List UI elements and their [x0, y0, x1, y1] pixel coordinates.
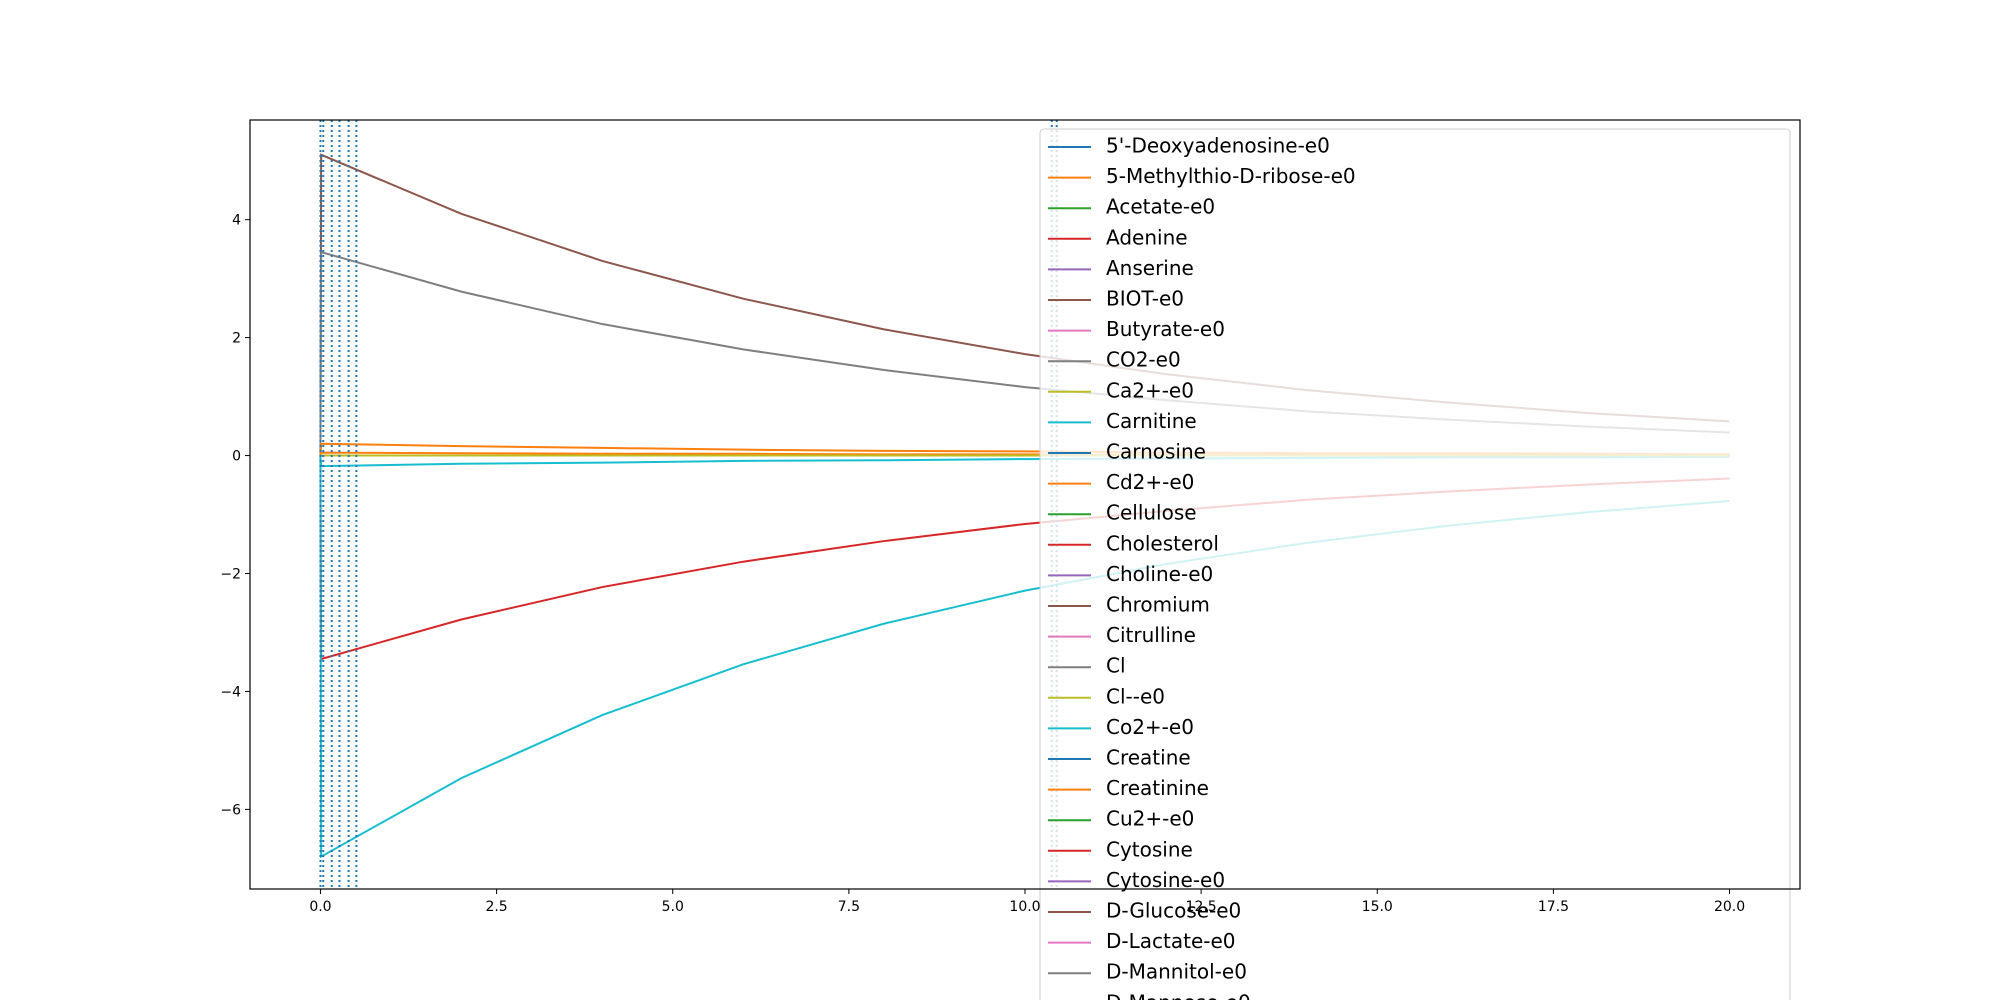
y-tick-label: 2: [232, 331, 241, 347]
legend-label: Cholesterol: [1106, 531, 1219, 555]
x-tick-label: 15.0: [1362, 899, 1393, 915]
legend-label: Adenine: [1106, 225, 1188, 249]
legend-label: D-Mannitol-e0: [1106, 960, 1247, 984]
legend-label: Choline-e0: [1106, 562, 1213, 586]
legend-label: D-Lactate-e0: [1106, 929, 1236, 953]
legend-label: 5'-Deoxyadenosine-e0: [1106, 134, 1330, 158]
x-tick-label: 10.0: [1009, 899, 1040, 915]
legend-label: CO2-e0: [1106, 348, 1181, 372]
legend-label: Cu2+-e0: [1106, 807, 1194, 831]
legend-label: Creatine: [1106, 746, 1191, 770]
y-tick-label: −2: [220, 566, 241, 582]
legend-label: D-Mannose-e0: [1106, 990, 1251, 1000]
x-tick-label: 20.0: [1714, 899, 1745, 915]
axes: 0.0 2.5 5.0 7.5 10.0 12.5 15.0 17.5 20.0 −6 −4 −2 0 2…: [220, 213, 1745, 915]
legend-label: BIOT-e0: [1106, 287, 1184, 311]
legend-label: Cd2+-e0: [1106, 470, 1194, 494]
legend-label: Carnosine: [1106, 440, 1206, 464]
legend-label: Citrulline: [1106, 623, 1196, 647]
x-tick-label: 5.0: [662, 899, 684, 915]
legend-label: Anserine: [1106, 256, 1194, 280]
x-tick-label: 0.0: [309, 899, 331, 915]
legend-label: Cytosine-e0: [1106, 868, 1225, 892]
legend-label: Co2+-e0: [1106, 715, 1194, 739]
legend-label: Butyrate-e0: [1106, 317, 1225, 341]
legend-label: Cellulose: [1106, 501, 1197, 525]
y-tick-label: −6: [220, 802, 241, 818]
legend-label: Ca2+-e0: [1106, 378, 1194, 402]
legend-label: Chromium: [1106, 593, 1210, 617]
y-tick-label: 0: [232, 449, 241, 465]
y-tick-label: −4: [220, 684, 241, 700]
legend-label: Cl: [1106, 654, 1126, 678]
y-tick-label: 4: [232, 213, 241, 229]
legend-label: Cytosine: [1106, 837, 1193, 861]
legend-label: 5-Methylthio-D-ribose-e0: [1106, 164, 1356, 188]
x-tick-label: 17.5: [1538, 899, 1569, 915]
x-tick-label: 12.5: [1186, 899, 1217, 915]
x-tick-label: 2.5: [485, 899, 507, 915]
legend-label: Acetate-e0: [1106, 195, 1215, 219]
legend-label: D-Glucose-e0: [1106, 899, 1241, 923]
legend-label: Cl--e0: [1106, 684, 1165, 708]
legend-box: [1039, 128, 1791, 1000]
legend: 5'-Deoxyadenosine-e0 5-Methylthio-D-ribos…: [1039, 128, 1791, 1000]
legend-label: Carnitine: [1106, 409, 1197, 433]
legend-label: Creatinine: [1106, 776, 1209, 800]
x-tick-label: 7.5: [838, 899, 860, 915]
